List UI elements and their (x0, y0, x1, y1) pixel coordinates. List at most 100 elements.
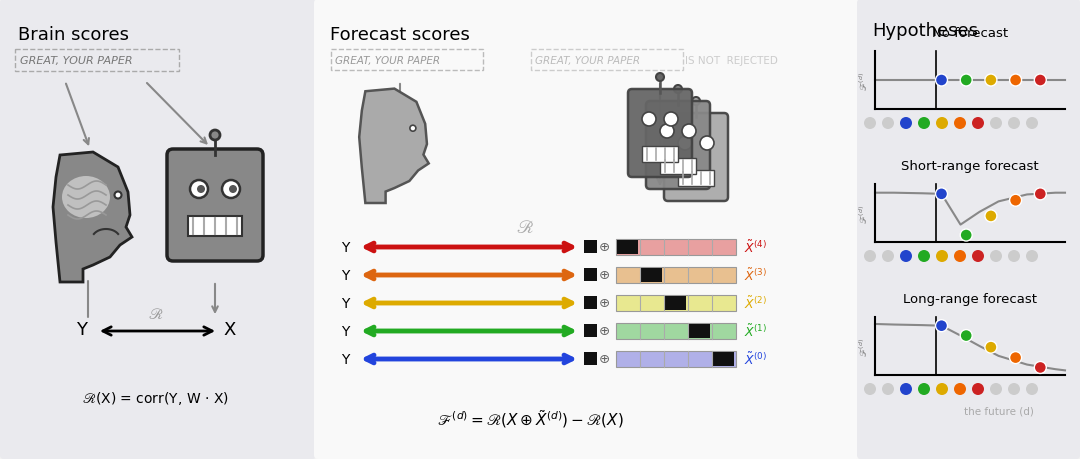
FancyBboxPatch shape (584, 241, 597, 253)
FancyBboxPatch shape (689, 325, 710, 338)
Text: IS NOT  REJECTED: IS NOT REJECTED (685, 56, 778, 66)
Circle shape (1026, 251, 1038, 263)
Text: Y: Y (341, 269, 349, 282)
Text: $\mathscr{R}$: $\mathscr{R}$ (516, 218, 534, 236)
Text: Short-range forecast: Short-range forecast (901, 160, 1039, 173)
FancyBboxPatch shape (642, 269, 662, 282)
Polygon shape (53, 153, 132, 282)
Circle shape (972, 118, 984, 130)
FancyBboxPatch shape (584, 269, 597, 281)
Circle shape (936, 383, 948, 395)
Text: $\oplus$: $\oplus$ (598, 353, 610, 366)
Circle shape (642, 113, 656, 127)
Text: Y: Y (341, 297, 349, 310)
Circle shape (990, 383, 1002, 395)
Circle shape (864, 118, 876, 130)
Text: $\mathscr{F}^{(d)}$: $\mathscr{F}^{(d)}$ (858, 71, 870, 90)
Circle shape (900, 383, 912, 395)
Polygon shape (360, 90, 429, 203)
Text: X: X (224, 320, 237, 338)
Circle shape (882, 251, 894, 263)
Text: $\oplus$: $\oplus$ (598, 297, 610, 310)
Text: Y: Y (77, 320, 87, 338)
Circle shape (918, 251, 930, 263)
FancyBboxPatch shape (627, 90, 692, 178)
FancyBboxPatch shape (0, 0, 316, 459)
FancyBboxPatch shape (660, 159, 696, 174)
Text: $\oplus$: $\oplus$ (598, 325, 610, 338)
Circle shape (210, 131, 220, 141)
Circle shape (197, 185, 205, 194)
Circle shape (114, 192, 121, 199)
Circle shape (674, 86, 681, 94)
FancyBboxPatch shape (584, 352, 597, 365)
Text: Brain scores: Brain scores (18, 26, 129, 44)
Text: Forecast scores: Forecast scores (330, 26, 470, 44)
Circle shape (660, 125, 674, 139)
FancyBboxPatch shape (664, 114, 728, 202)
Circle shape (1026, 383, 1038, 395)
Circle shape (918, 383, 930, 395)
Circle shape (1035, 189, 1047, 201)
Text: $\tilde{X}^{(1)}$: $\tilde{X}^{(1)}$ (744, 323, 767, 340)
Circle shape (681, 125, 696, 139)
Circle shape (882, 118, 894, 130)
Circle shape (190, 180, 208, 199)
Text: $\mathscr{F}^{(d)}$: $\mathscr{F}^{(d)}$ (858, 204, 870, 223)
FancyBboxPatch shape (167, 150, 264, 262)
FancyBboxPatch shape (584, 325, 597, 337)
Circle shape (900, 251, 912, 263)
Circle shape (990, 251, 1002, 263)
Circle shape (960, 75, 972, 87)
Text: GREAT, YOUR PAPER: GREAT, YOUR PAPER (21, 56, 133, 66)
FancyBboxPatch shape (858, 0, 1080, 459)
Circle shape (864, 383, 876, 395)
Circle shape (882, 383, 894, 395)
FancyBboxPatch shape (642, 147, 678, 162)
Text: $\mathscr{R}$: $\mathscr{R}$ (148, 306, 164, 321)
Circle shape (1008, 251, 1020, 263)
Circle shape (1008, 383, 1020, 395)
Circle shape (1008, 118, 1020, 130)
Circle shape (936, 118, 948, 130)
Text: Hypotheses: Hypotheses (872, 22, 978, 40)
Ellipse shape (62, 177, 110, 218)
FancyBboxPatch shape (188, 217, 242, 236)
Circle shape (954, 251, 966, 263)
Circle shape (1010, 352, 1022, 364)
Text: $\mathscr{R}$(X) = corr(Y, W $\cdot$ X): $\mathscr{R}$(X) = corr(Y, W $\cdot$ X) (82, 389, 228, 406)
FancyBboxPatch shape (616, 240, 735, 256)
Text: Y: Y (341, 352, 349, 366)
Circle shape (985, 210, 997, 223)
Circle shape (985, 75, 997, 87)
Text: $\oplus$: $\oplus$ (598, 241, 610, 254)
Circle shape (229, 185, 237, 194)
FancyBboxPatch shape (616, 351, 735, 367)
Circle shape (936, 251, 948, 263)
Text: $\oplus$: $\oplus$ (598, 269, 610, 282)
Circle shape (935, 189, 947, 201)
Text: Y: Y (341, 241, 349, 254)
FancyBboxPatch shape (616, 295, 735, 311)
Circle shape (985, 341, 997, 353)
Circle shape (1010, 75, 1022, 87)
Circle shape (900, 118, 912, 130)
Text: GREAT, YOUR PAPER: GREAT, YOUR PAPER (535, 56, 640, 66)
Circle shape (960, 230, 972, 241)
Text: $\mathscr{F}^{(d)} = \mathscr{R}(X \oplus \tilde{X}^{(d)}) - \mathscr{R}(X)$: $\mathscr{F}^{(d)} = \mathscr{R}(X \oplu… (436, 407, 623, 429)
Circle shape (990, 118, 1002, 130)
Circle shape (700, 137, 714, 151)
Circle shape (1035, 362, 1047, 374)
Circle shape (664, 113, 678, 127)
Text: GREAT, YOUR PAPER: GREAT, YOUR PAPER (335, 56, 441, 66)
Circle shape (960, 330, 972, 342)
Circle shape (954, 383, 966, 395)
Circle shape (222, 180, 240, 199)
Circle shape (864, 251, 876, 263)
Circle shape (678, 137, 692, 151)
FancyBboxPatch shape (314, 0, 860, 459)
FancyBboxPatch shape (646, 102, 710, 190)
Circle shape (972, 251, 984, 263)
Text: $\tilde{X}^{(4)}$: $\tilde{X}^{(4)}$ (744, 239, 767, 256)
Text: Y: Y (341, 325, 349, 338)
